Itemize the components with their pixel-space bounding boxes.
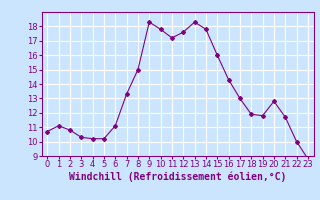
X-axis label: Windchill (Refroidissement éolien,°C): Windchill (Refroidissement éolien,°C) — [69, 172, 286, 182]
